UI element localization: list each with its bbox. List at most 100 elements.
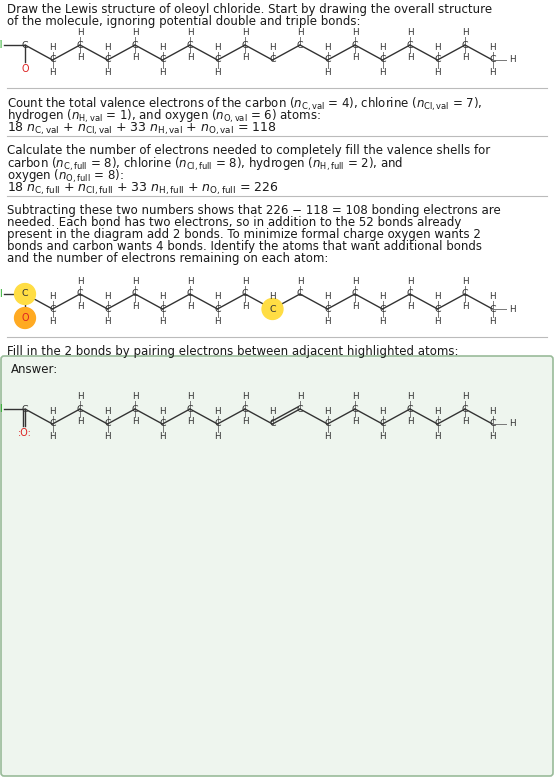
Text: H: H	[132, 277, 138, 286]
Text: C: C	[214, 305, 221, 313]
Text: H: H	[242, 277, 248, 286]
Text: of the molecule, ignoring potential double and triple bonds:: of the molecule, ignoring potential doub…	[7, 15, 361, 28]
Text: C: C	[461, 290, 468, 298]
Text: C: C	[22, 290, 28, 298]
Text: H: H	[461, 302, 468, 312]
Text: H: H	[352, 277, 358, 286]
Circle shape	[14, 284, 35, 305]
Text: H: H	[379, 43, 386, 52]
Text: C: C	[324, 420, 331, 428]
Text: :O:: :O:	[18, 428, 32, 438]
Text: C: C	[76, 40, 83, 50]
Text: H: H	[242, 54, 248, 62]
Text: H: H	[434, 317, 441, 326]
Text: H: H	[434, 432, 441, 441]
Text: H: H	[159, 432, 166, 441]
Text: H: H	[104, 406, 111, 416]
Text: H: H	[461, 392, 468, 401]
Text: C: C	[379, 305, 386, 313]
Text: C: C	[297, 40, 303, 50]
Text: H: H	[461, 277, 468, 286]
Text: 18 $n_{\mathrm{C,full}}$ + $n_{\mathrm{Cl,full}}$ + 33 $n_{\mathrm{H,full}}$ + $: 18 $n_{\mathrm{C,full}}$ + $n_{\mathrm{C…	[7, 181, 279, 197]
Text: H: H	[187, 392, 193, 401]
Text: C: C	[352, 405, 358, 413]
Circle shape	[262, 298, 283, 319]
Text: H: H	[461, 417, 468, 427]
Text: H: H	[324, 317, 331, 326]
Text: H: H	[159, 291, 166, 301]
Text: Count the total valence electrons of the carbon ($n_{\mathrm{C,val}}$ = 4), chlo: Count the total valence electrons of the…	[7, 96, 483, 113]
Text: Answer:: Answer:	[11, 363, 58, 376]
Text: C: C	[297, 290, 303, 298]
Text: C: C	[159, 420, 166, 428]
Text: H: H	[242, 28, 248, 37]
Text: H: H	[132, 302, 138, 312]
Text: H: H	[352, 54, 358, 62]
Text: H: H	[407, 392, 413, 401]
Text: H: H	[76, 417, 83, 427]
Text: C: C	[269, 420, 276, 428]
Text: :Cl: :Cl	[0, 289, 3, 299]
Text: H: H	[434, 291, 441, 301]
Text: H: H	[76, 277, 83, 286]
Text: C: C	[434, 305, 441, 313]
Text: H: H	[159, 68, 166, 77]
Text: C: C	[214, 420, 221, 428]
Text: C: C	[132, 290, 138, 298]
Text: C: C	[187, 40, 193, 50]
Text: H: H	[214, 317, 221, 326]
Text: C: C	[269, 305, 276, 313]
Text: C: C	[49, 420, 56, 428]
Text: H: H	[489, 68, 496, 77]
Text: H: H	[49, 43, 56, 52]
Text: H: H	[242, 392, 248, 401]
Text: H: H	[159, 317, 166, 326]
Text: H: H	[324, 291, 331, 301]
Text: H: H	[352, 28, 358, 37]
Text: H: H	[407, 277, 413, 286]
Text: H: H	[49, 317, 56, 326]
Text: H: H	[187, 302, 193, 312]
Text: H: H	[159, 406, 166, 416]
Text: C: C	[324, 305, 331, 313]
Text: H: H	[104, 43, 111, 52]
Text: H: H	[49, 68, 56, 77]
Text: H: H	[49, 432, 56, 441]
Text: H: H	[379, 406, 386, 416]
Text: H: H	[187, 54, 193, 62]
Text: H: H	[461, 54, 468, 62]
Text: C: C	[49, 55, 56, 64]
Text: H: H	[76, 302, 83, 312]
Text: C: C	[407, 405, 413, 413]
Text: H: H	[76, 392, 83, 401]
Text: C: C	[352, 40, 358, 50]
Text: :Cl: :Cl	[0, 404, 3, 414]
Text: H: H	[352, 392, 358, 401]
Text: H: H	[104, 317, 111, 326]
Text: and the number of electrons remaining on each atom:: and the number of electrons remaining on…	[7, 252, 329, 265]
Text: C: C	[379, 420, 386, 428]
Text: H: H	[489, 406, 496, 416]
Text: Draw the Lewis structure of oleoyl chloride. Start by drawing the overall struct: Draw the Lewis structure of oleoyl chlor…	[7, 3, 492, 16]
Text: C: C	[132, 40, 138, 50]
Text: C: C	[49, 305, 56, 313]
Text: H: H	[489, 43, 496, 52]
Text: C: C	[22, 405, 28, 413]
Text: oxygen ($n_{\mathrm{O,full}}$ = 8):: oxygen ($n_{\mathrm{O,full}}$ = 8):	[7, 168, 124, 185]
Text: H: H	[132, 28, 138, 37]
Text: C: C	[379, 55, 386, 64]
Text: H: H	[214, 406, 221, 416]
Text: needed. Each bond has two electrons, so in addition to the 52 bonds already: needed. Each bond has two electrons, so …	[7, 216, 461, 229]
Text: H: H	[269, 43, 276, 52]
Text: H: H	[379, 291, 386, 301]
Text: H: H	[132, 54, 138, 62]
Text: H: H	[434, 43, 441, 52]
Text: H: H	[324, 406, 331, 416]
Text: C: C	[242, 290, 248, 298]
Text: H: H	[297, 277, 303, 286]
Text: C: C	[76, 405, 83, 413]
Text: H: H	[489, 432, 496, 441]
Text: H: H	[159, 43, 166, 52]
Circle shape	[14, 308, 35, 329]
Text: H: H	[187, 28, 193, 37]
